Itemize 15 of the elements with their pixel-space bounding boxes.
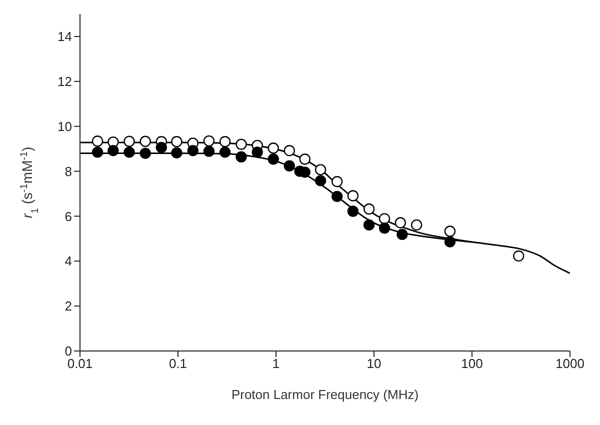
x-tick-label: 10 (366, 356, 382, 372)
x-axis-title: Proton Larmor Frequency (MHz) (231, 387, 419, 402)
x-tick-label: 0.01 (67, 356, 93, 372)
y-tick-label: 0 (64, 344, 72, 359)
y-tick-label: 4 (64, 254, 72, 269)
x-tick-label: 1 (272, 356, 280, 372)
y-tick-label: 10 (58, 118, 72, 134)
x-tick-label: 1000 (556, 356, 584, 372)
y-tick-label: 14 (58, 29, 72, 44)
y-tick-label: 12 (58, 74, 72, 90)
x-tick-label: 0.1 (168, 356, 188, 372)
y-tick-label: 2 (64, 298, 72, 314)
x-tick-label: 100 (461, 356, 483, 372)
y-tick-label: 8 (64, 164, 72, 179)
y-tick-label: 6 (64, 208, 72, 224)
